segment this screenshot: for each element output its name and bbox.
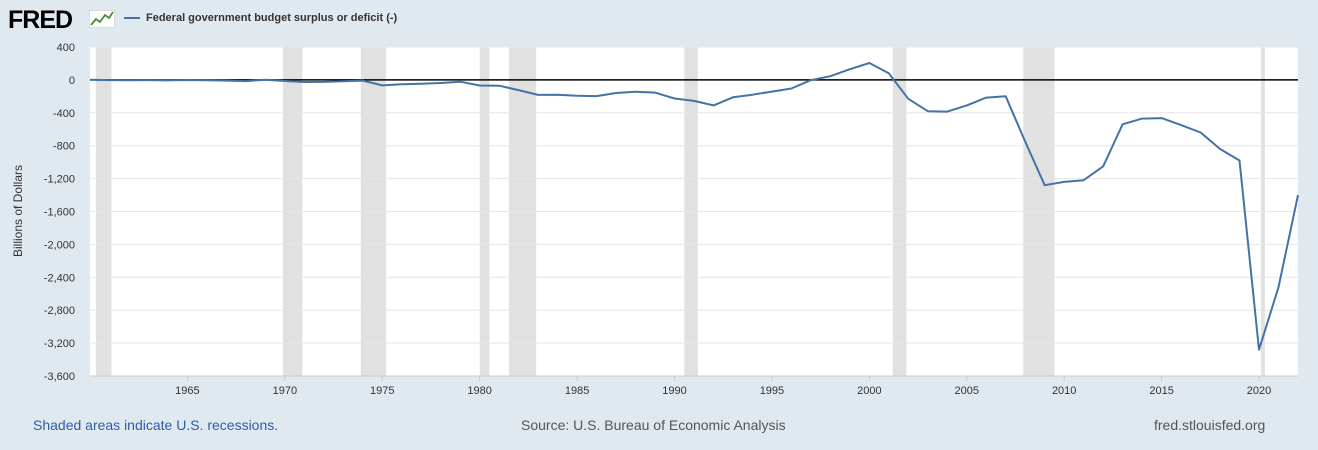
y-tick-label: -2,000 bbox=[44, 239, 75, 251]
x-tick-label: 2015 bbox=[1149, 385, 1173, 397]
y-tick-label: 0 bbox=[69, 75, 75, 87]
x-axis: 1965 1970 1975 1980 1985 1990 1995 2000 2005 2010… bbox=[90, 375, 1298, 397]
series-line[interactable] bbox=[89, 62, 1299, 351]
y-axis: 400 0 -400 -800 -1,200 -1,600 -2,000 -2,400 -2,8… bbox=[44, 42, 75, 383]
x-tick-label: 1970 bbox=[273, 385, 297, 397]
y-axis-label: Billions of Dollars bbox=[11, 165, 25, 257]
x-tick-label: 2000 bbox=[857, 385, 881, 397]
y-tick-label: -2,800 bbox=[44, 305, 75, 317]
y-tick-label: -1,200 bbox=[44, 174, 75, 186]
source-note: Source: U.S. Bureau of Economic Analysis bbox=[521, 417, 786, 433]
y-tick-label: -2,400 bbox=[44, 272, 75, 284]
legend-swatch bbox=[124, 17, 140, 19]
legend: Federal government budget surplus or def… bbox=[124, 12, 397, 24]
y-tick-label: 400 bbox=[57, 42, 75, 54]
fred-logo[interactable]: FRED bbox=[8, 6, 73, 34]
series-layer bbox=[89, 62, 1299, 351]
recessions-note[interactable]: Shaded areas indicate U.S. recessions. bbox=[33, 417, 279, 433]
y-tick-label: -1,600 bbox=[44, 207, 75, 219]
x-tick-label: 1980 bbox=[467, 385, 491, 397]
x-tick-label: 1995 bbox=[760, 385, 784, 397]
y-tick-label: -3,600 bbox=[44, 371, 75, 383]
y-tick-label: -400 bbox=[53, 108, 75, 120]
legend-label: Federal government budget surplus or def… bbox=[146, 12, 398, 24]
x-tick-label: 1975 bbox=[370, 385, 394, 397]
x-tick-label: 2005 bbox=[955, 385, 979, 397]
x-tick-label: 1985 bbox=[565, 385, 589, 397]
fred-graph-icon bbox=[89, 10, 115, 28]
site-link[interactable]: fred.stlouisfed.org bbox=[1154, 417, 1266, 433]
y-tick-label: -3,200 bbox=[44, 338, 75, 350]
y-tick-label: -800 bbox=[53, 141, 75, 153]
x-tick-label: 2020 bbox=[1247, 385, 1271, 397]
x-tick-label: 2010 bbox=[1052, 385, 1076, 397]
x-tick-label: 1965 bbox=[175, 385, 199, 397]
x-tick-label: 1990 bbox=[662, 385, 686, 397]
